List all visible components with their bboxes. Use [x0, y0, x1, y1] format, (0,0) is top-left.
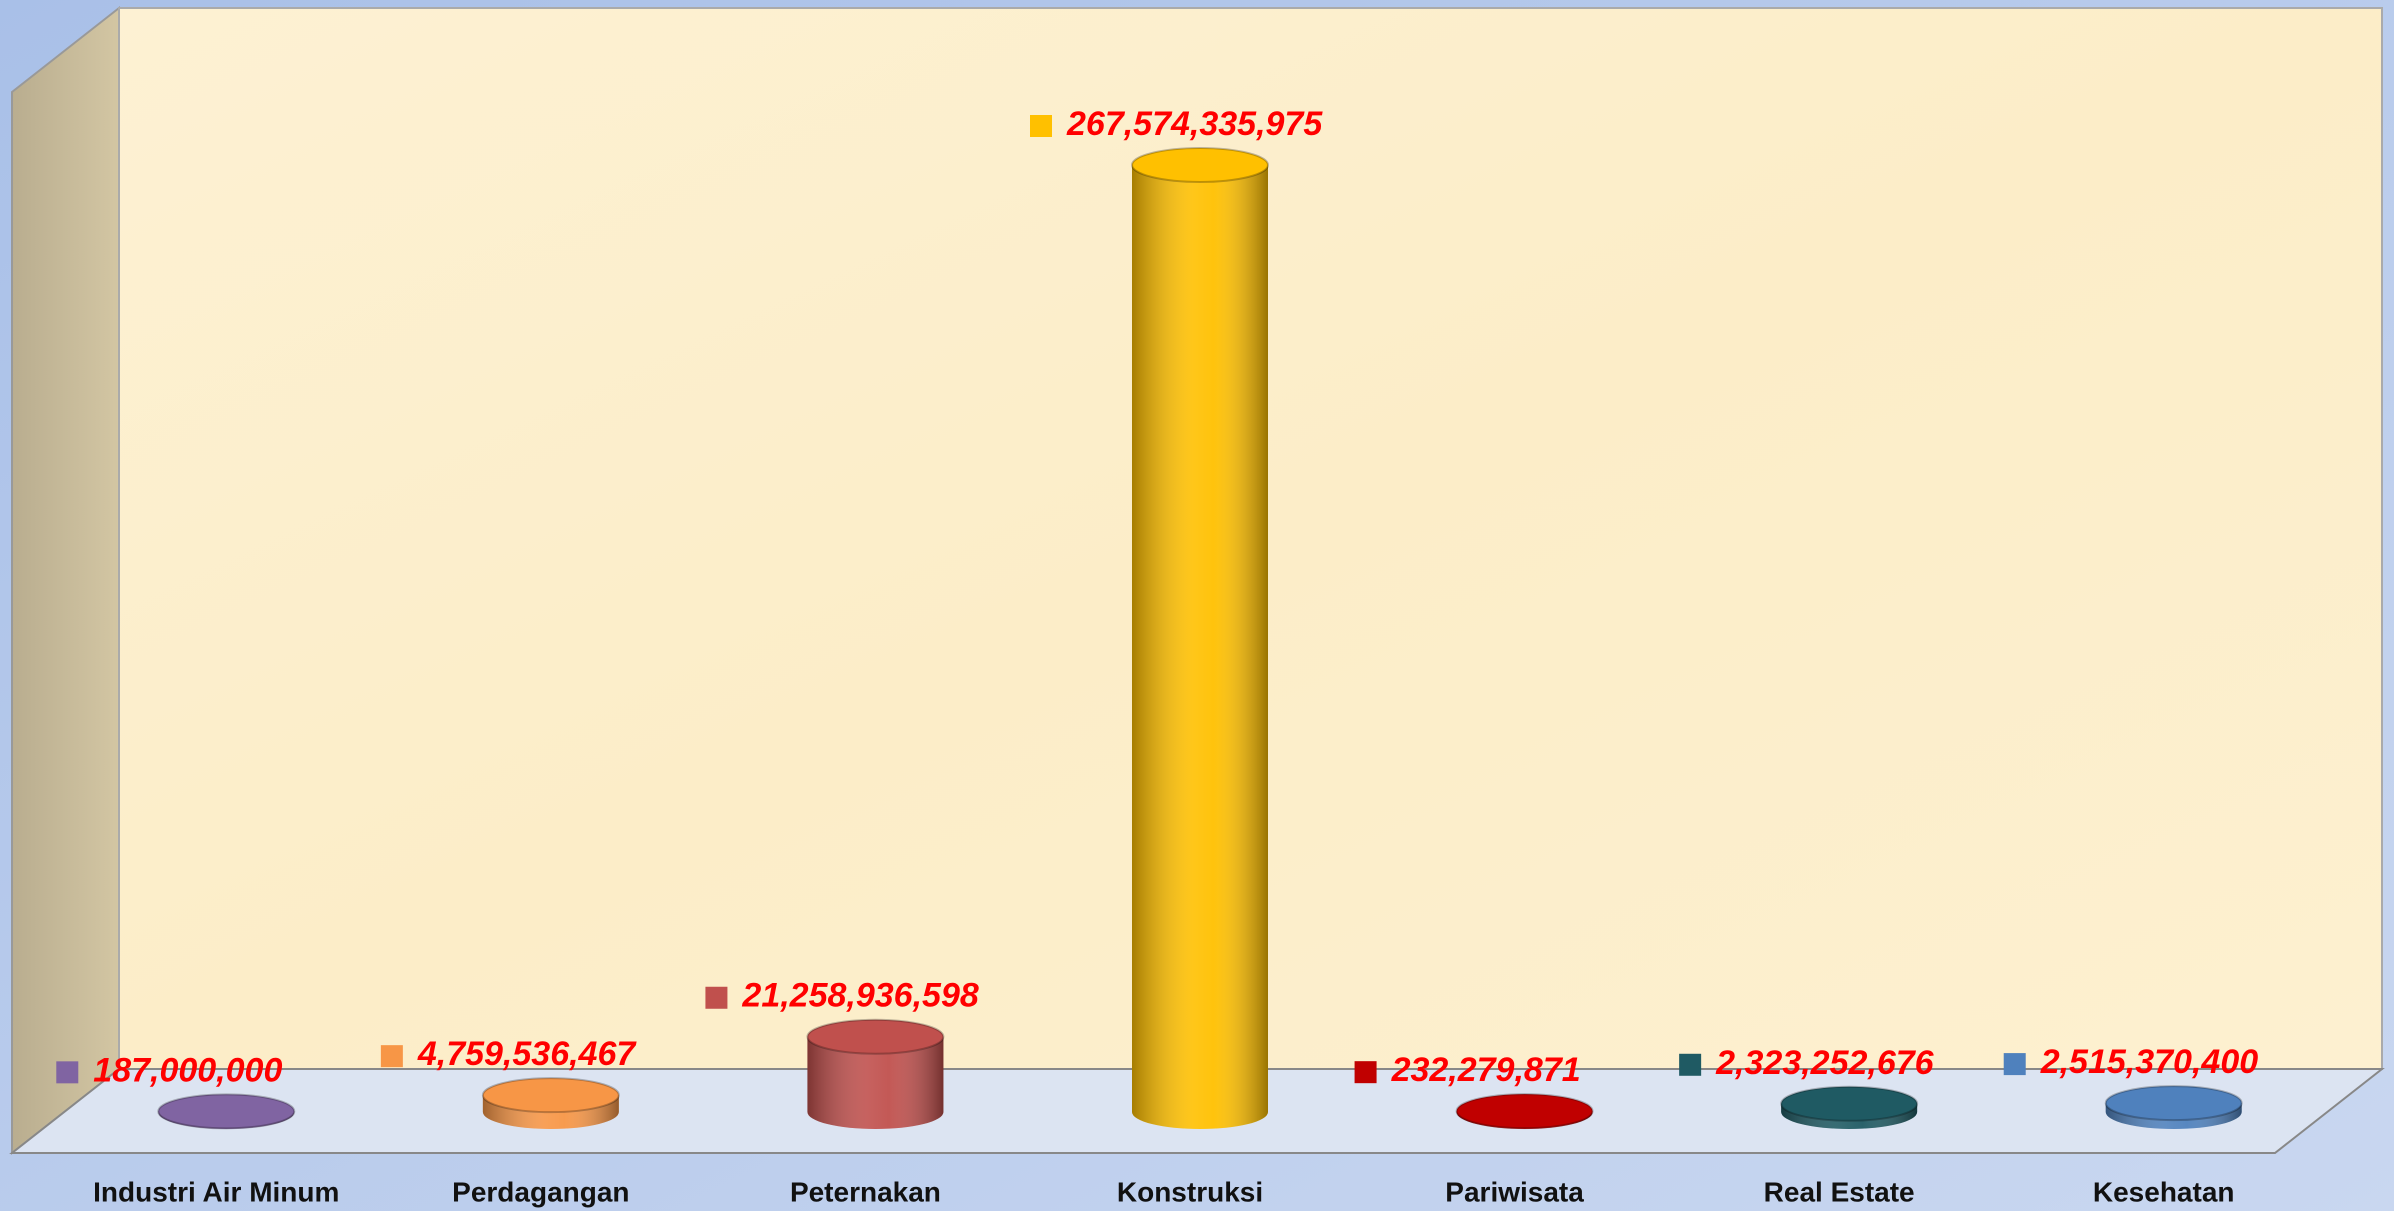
- bar-top: [481, 1077, 620, 1114]
- value-label: 187,000,000: [93, 1051, 282, 1089]
- bar-top: [1455, 1093, 1594, 1130]
- value-label: 4,759,536,467: [417, 1035, 638, 1073]
- label-marker: [705, 986, 728, 1009]
- value-label: 267,574,335,975: [1066, 105, 1323, 143]
- value-label: 232,279,871: [1391, 1051, 1581, 1089]
- value-label: 2,323,252,676: [1715, 1044, 1935, 1082]
- label-marker: [380, 1045, 403, 1068]
- bar-shade: [1132, 165, 1268, 1129]
- bar-shade: [807, 1036, 944, 1129]
- label-marker: [56, 1061, 79, 1084]
- category-label: Industri Air Minum: [93, 1176, 339, 1207]
- bar-top: [806, 1018, 945, 1055]
- label-marker: [2003, 1053, 2026, 1076]
- bar-top: [2104, 1085, 2243, 1122]
- bar-top: [1131, 147, 1269, 183]
- category-label: Pariwisata: [1445, 1176, 1584, 1207]
- label-marker: [1030, 115, 1052, 137]
- category-label: Kesehatan: [2093, 1176, 2235, 1207]
- category-label: Perdagangan: [452, 1176, 629, 1207]
- label-marker: [1354, 1061, 1377, 1084]
- category-label: Konstruksi: [1117, 1176, 1263, 1207]
- bar-top: [157, 1093, 296, 1130]
- value-label: 21,258,936,598: [741, 977, 978, 1015]
- bar-top: [1780, 1085, 1919, 1122]
- value-label: 2,515,370,400: [2040, 1043, 2259, 1081]
- category-label: Real Estate: [1764, 1176, 1915, 1207]
- category-label: Peternakan: [790, 1176, 941, 1207]
- side-wall: [11, 5, 120, 1156]
- label-marker: [1679, 1053, 1702, 1076]
